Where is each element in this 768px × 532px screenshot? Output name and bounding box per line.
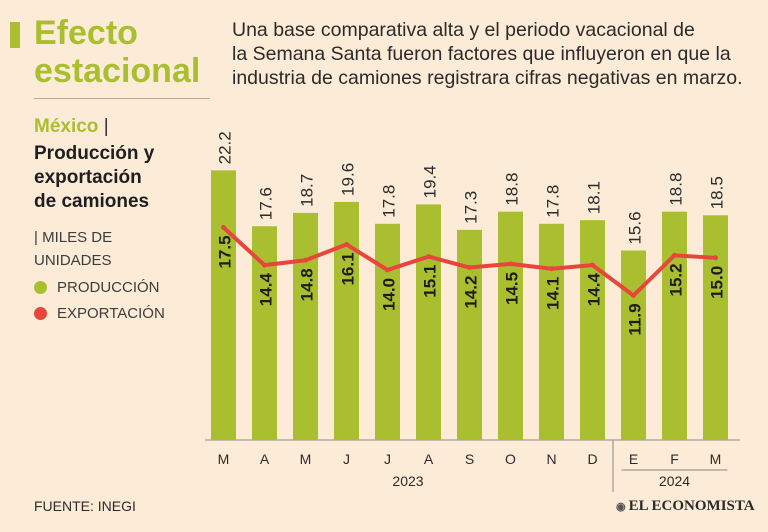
export-value-label: 14.4 — [585, 273, 604, 307]
production-bar — [457, 229, 482, 440]
title-accent-bar — [10, 22, 20, 48]
x-tick-label: A — [260, 451, 270, 467]
export-point — [303, 257, 308, 263]
units-label: | MILES DE UNIDADES — [34, 226, 164, 272]
export-point — [549, 266, 554, 272]
x-tick-label: N — [546, 451, 556, 467]
year-group-label: 2024 — [659, 473, 690, 489]
legend-item-exportacion: EXPORTACIÓN — [34, 305, 214, 322]
production-value-label: 18.7 — [298, 174, 317, 207]
export-value-label: 14.5 — [503, 272, 522, 305]
production-value-label: 18.8 — [667, 173, 686, 206]
export-point — [508, 261, 513, 267]
export-value-label: 15.0 — [708, 266, 727, 299]
x-tick-label: A — [424, 451, 434, 467]
x-tick-label: J — [384, 451, 391, 467]
export-value-label: 14.2 — [462, 276, 481, 309]
title-line-2: estacional — [34, 52, 201, 90]
production-bar — [662, 211, 687, 440]
production-bar — [416, 204, 441, 440]
legend-dot-exportacion — [34, 307, 47, 320]
export-value-label: 15.2 — [667, 263, 686, 296]
export-point — [221, 224, 226, 230]
intro-line-2: la Semana Santa fueron factores que infl… — [232, 43, 731, 65]
x-tick-label: D — [587, 451, 597, 467]
production-value-label: 18.1 — [585, 181, 604, 214]
x-tick-label: M — [710, 451, 722, 467]
production-bar — [580, 220, 605, 440]
export-point — [426, 254, 431, 260]
export-point — [713, 255, 718, 261]
x-tick-label: O — [505, 451, 516, 467]
x-tick-label: F — [670, 451, 679, 467]
legend-label-exportacion: EXPORTACIÓN — [57, 305, 165, 322]
year-group-label: 2023 — [392, 473, 423, 489]
units-line-2: UNIDADES — [34, 252, 112, 269]
subtitle-line-1: Producción y — [34, 143, 155, 164]
legend-item-produccion: PRODUCCIÓN — [34, 279, 214, 296]
chart-country: México | — [34, 116, 109, 138]
x-tick-label: E — [629, 451, 638, 467]
production-value-label: 19.6 — [339, 163, 358, 196]
production-bar — [539, 223, 564, 440]
publisher-logo: ◉ EL ECONOMISTA — [616, 498, 755, 515]
production-bar — [703, 215, 728, 440]
production-bar — [498, 211, 523, 440]
production-value-label: 19.4 — [421, 165, 440, 198]
production-value-label: 17.6 — [257, 187, 276, 220]
production-value-label: 17.8 — [544, 185, 563, 218]
export-point — [262, 262, 267, 268]
legend-dot-produccion — [34, 281, 47, 294]
production-bar — [375, 223, 400, 440]
export-value-label: 11.9 — [626, 303, 645, 335]
export-point — [672, 252, 677, 258]
production-value-label: 17.8 — [380, 185, 399, 218]
title-line-1: Efecto — [34, 14, 138, 52]
export-value-label: 17.5 — [216, 235, 235, 268]
x-tick-label: J — [343, 451, 350, 467]
production-value-label: 18.5 — [708, 176, 727, 209]
production-value-label: 18.8 — [503, 173, 522, 206]
production-value-label: 17.3 — [462, 191, 481, 224]
title-divider — [34, 98, 210, 99]
production-bar — [621, 250, 646, 440]
production-bar — [334, 201, 359, 440]
intro-text: Una base comparativa alta y el periodo v… — [232, 18, 752, 90]
export-point — [590, 262, 595, 268]
intro-line-1: Una base comparativa alta y el periodo v… — [232, 19, 695, 41]
production-bar — [252, 226, 277, 440]
production-value-label: 22.2 — [216, 131, 235, 164]
intro-line-3: industria de camiones registrara cifras … — [232, 67, 743, 89]
production-bar — [293, 212, 318, 440]
legend-label-produccion: PRODUCCIÓN — [57, 279, 160, 296]
export-point — [344, 241, 349, 247]
chart-subtitle: Producción y exportación de camiones — [34, 142, 204, 214]
export-value-label: 16.1 — [339, 252, 358, 285]
export-value-label: 14.1 — [544, 277, 563, 310]
x-tick-label: S — [465, 451, 474, 467]
subtitle-line-3: de camiones — [34, 191, 150, 212]
x-tick-label: M — [218, 451, 230, 467]
production-value-label: 15.6 — [626, 211, 645, 244]
export-point — [467, 265, 472, 271]
export-value-label: 14.4 — [257, 273, 276, 307]
page-title: Efecto estacional — [34, 14, 200, 90]
export-value-label: 15.1 — [421, 265, 440, 298]
logo-text: EL ECONOMISTA — [628, 498, 755, 514]
country-separator: | — [103, 116, 109, 137]
export-value-label: 14.8 — [298, 268, 317, 301]
production-bar — [211, 170, 236, 440]
export-value-label: 14.0 — [380, 278, 399, 311]
subtitle-line-2: exportación — [34, 167, 142, 188]
source-note: FUENTE: INEGI — [34, 498, 136, 514]
country-label: México — [34, 116, 99, 137]
units-line-1: | MILES DE — [34, 229, 113, 246]
export-point — [385, 267, 390, 273]
export-point — [631, 292, 636, 298]
x-tick-label: M — [300, 451, 312, 467]
logo-icon: ◉ — [616, 501, 626, 513]
